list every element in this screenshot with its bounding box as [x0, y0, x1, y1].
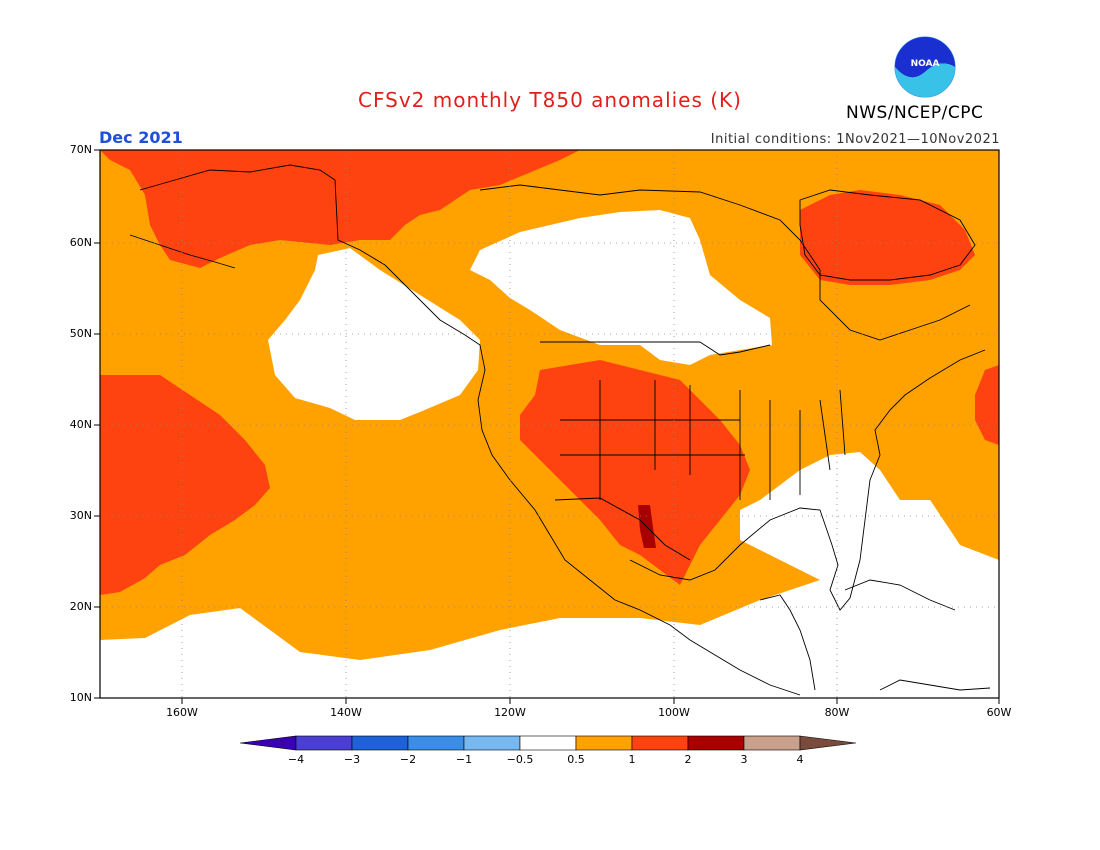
lon-label: 60W	[986, 706, 1012, 719]
colorbar-segment	[407, 735, 465, 751]
axis-ticks	[94, 149, 1000, 704]
colorbar-segment	[519, 735, 577, 751]
noaa-logo: NOAA	[894, 36, 956, 98]
caribbean-islands	[844, 579, 956, 611]
colorbar-arrow-low	[239, 735, 297, 751]
colorbar-label: −0.5	[506, 753, 534, 766]
colorbar-segment	[743, 735, 801, 751]
warm-hudson-bay-region	[800, 190, 975, 285]
colorbar-segment	[351, 735, 409, 751]
lat-label: 10N	[69, 691, 92, 704]
state-borders	[560, 380, 846, 500]
hudson-bay-coast	[799, 189, 976, 281]
colorbar-arrow-high	[799, 735, 857, 751]
alaska-peninsula-coast	[129, 234, 236, 269]
colorbar-label: 0.5	[567, 753, 585, 766]
colorbar-label: 1	[628, 753, 636, 766]
agency-label: NWS/NCEP/CPC	[846, 103, 984, 123]
colorbar-segment	[687, 735, 745, 751]
neutral-southern-region	[100, 500, 999, 698]
map-grid	[100, 150, 999, 698]
colorbar-label: −3	[343, 753, 361, 766]
neutral-canada-region	[470, 210, 772, 365]
colorbar-label: −1	[455, 753, 473, 766]
arctic-canada-coastline	[479, 184, 971, 341]
lon-label: 80W	[824, 706, 850, 719]
neutral-regions	[100, 210, 999, 698]
colorbar-label: −2	[399, 753, 417, 766]
us-mexico-border	[554, 497, 691, 561]
map-title: CFSv2 monthly T850 anomalies (K)	[358, 88, 742, 112]
us-canada-border	[540, 341, 771, 356]
forecast-month: Dec 2021	[99, 128, 183, 147]
central-america-coast	[759, 594, 816, 691]
colorbar-label: 2	[684, 753, 692, 766]
warm-east-coast-region	[975, 365, 999, 445]
initial-conditions-label: Initial conditions: 1Nov2021—10Nov2021	[710, 132, 1000, 147]
colorbar-label: 3	[740, 753, 748, 766]
neutral-pacific-nw-region	[268, 248, 480, 420]
colorbar-segment	[463, 735, 521, 751]
gulf-atlantic-coastline	[629, 349, 986, 611]
colorbar-segment	[631, 735, 689, 751]
pacific-coastline	[139, 164, 801, 696]
lat-label: 60N	[69, 236, 92, 249]
lat-label: 70N	[69, 143, 92, 156]
lat-label: 20N	[69, 600, 92, 613]
lon-label: 120W	[494, 706, 526, 719]
colorbar-segment	[295, 735, 353, 751]
colorbar	[239, 735, 857, 751]
map-area	[100, 150, 999, 698]
lon-label: 160W	[166, 706, 198, 719]
warm-southwest-region	[520, 360, 750, 585]
south-america-coast	[879, 679, 991, 691]
warm-regions	[100, 150, 999, 595]
noaa-logo-text: NOAA	[911, 59, 940, 69]
colorbar-label: 4	[796, 753, 804, 766]
colorbar-segment	[575, 735, 633, 751]
lon-label: 100W	[658, 706, 690, 719]
colorbar-label: −4	[287, 753, 305, 766]
lat-label: 30N	[69, 509, 92, 522]
lon-label: 140W	[330, 706, 362, 719]
warm-pacific-region	[100, 375, 270, 595]
lat-label: 50N	[69, 327, 92, 340]
coastlines	[129, 164, 991, 696]
warm-alaska-region	[100, 150, 580, 268]
map-frame	[99, 149, 1000, 699]
lat-label: 40N	[69, 418, 92, 431]
